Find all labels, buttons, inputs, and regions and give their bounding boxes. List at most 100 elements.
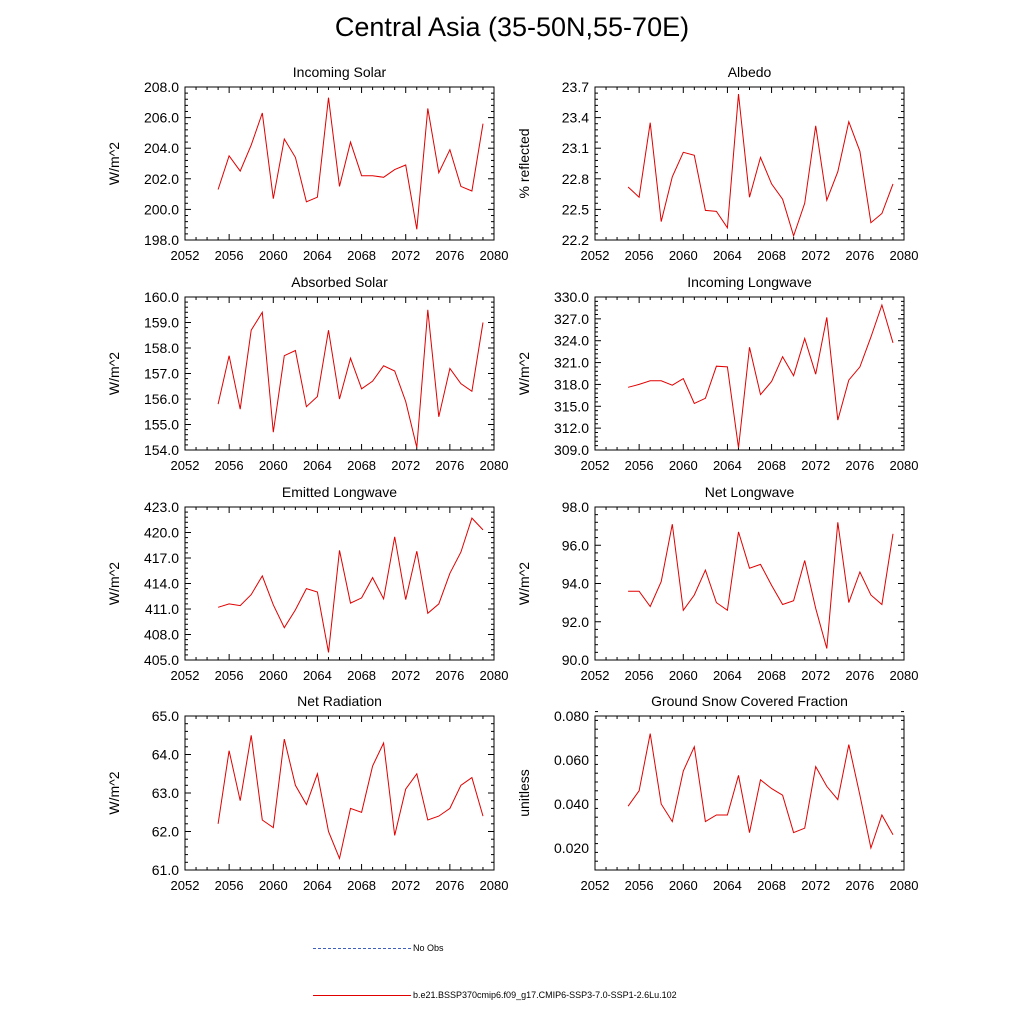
x-tick-label: 2052 bbox=[581, 248, 610, 263]
x-tick-label: 2072 bbox=[801, 458, 830, 473]
y-axis-label: W/m^2 bbox=[106, 352, 122, 395]
series-line bbox=[217, 97, 484, 230]
y-tick-label: 90.0 bbox=[562, 652, 589, 668]
x-tick-label: 2080 bbox=[890, 668, 919, 683]
x-tick-label: 2052 bbox=[581, 878, 610, 893]
y-tick-label: 309.0 bbox=[554, 442, 589, 458]
y-tick-label: 159.0 bbox=[144, 315, 179, 331]
y-tick-label: 64.0 bbox=[152, 747, 179, 763]
x-tick-label: 2068 bbox=[757, 668, 786, 683]
panel-title: Net Longwave bbox=[705, 484, 795, 500]
plot-frame bbox=[594, 506, 905, 661]
y-axis-label: W/m^2 bbox=[516, 562, 532, 605]
y-tick-label: 65.0 bbox=[152, 708, 179, 724]
y-axis-label: W/m^2 bbox=[106, 771, 122, 814]
y-tick-label: 198.0 bbox=[144, 232, 179, 248]
panel-title: Incoming Solar bbox=[293, 64, 387, 80]
x-tick-label: 2068 bbox=[347, 668, 376, 683]
x-tick-label: 2068 bbox=[347, 878, 376, 893]
y-tick-label: 158.0 bbox=[144, 340, 179, 356]
y-tick-label: 157.0 bbox=[144, 366, 179, 382]
x-tick-label: 2068 bbox=[757, 248, 786, 263]
x-tick-label: 2068 bbox=[347, 458, 376, 473]
y-tick-label: 202.0 bbox=[144, 171, 179, 187]
x-tick-label: 2060 bbox=[669, 668, 698, 683]
x-tick-label: 2052 bbox=[171, 458, 200, 473]
y-tick-label: 155.0 bbox=[144, 417, 179, 433]
chart-panel: Ground Snow Covered Fraction unitless 2052… bbox=[516, 693, 918, 893]
x-tick-label: 2052 bbox=[171, 668, 200, 683]
x-tick-label: 2052 bbox=[581, 458, 610, 473]
y-tick-label: 405.0 bbox=[144, 652, 179, 668]
plot-frame bbox=[184, 86, 495, 241]
y-tick-label: 63.0 bbox=[152, 785, 179, 801]
y-tick-label: 327.0 bbox=[554, 311, 589, 327]
y-axis-label: % reflected bbox=[516, 128, 532, 198]
series-line bbox=[627, 94, 894, 238]
x-tick-label: 2060 bbox=[669, 878, 698, 893]
series-line bbox=[217, 517, 484, 653]
x-tick-label: 2076 bbox=[435, 668, 464, 683]
chart-panel: Net Radiation W/m^2 2052 2056 2060 2064 2068 20… bbox=[106, 693, 508, 893]
plot-frame bbox=[594, 715, 905, 871]
x-tick-label: 2080 bbox=[890, 248, 919, 263]
x-tick-label: 2064 bbox=[713, 458, 742, 473]
x-tick-label: 2056 bbox=[625, 668, 654, 683]
x-tick-label: 2056 bbox=[215, 878, 244, 893]
y-tick-label: 156.0 bbox=[144, 391, 179, 407]
y-tick-label: 206.0 bbox=[144, 110, 179, 126]
y-tick-label: 204.0 bbox=[144, 140, 179, 156]
x-tick-label: 2072 bbox=[391, 668, 420, 683]
series-line bbox=[217, 309, 484, 448]
y-tick-label: 420.0 bbox=[144, 525, 179, 541]
x-tick-label: 2076 bbox=[845, 248, 874, 263]
x-tick-label: 2064 bbox=[303, 458, 332, 473]
series-line bbox=[627, 733, 894, 850]
y-tick-label: 62.0 bbox=[152, 824, 179, 840]
y-axis-label: W/m^2 bbox=[106, 562, 122, 605]
y-tick-label: 330.0 bbox=[554, 289, 589, 305]
panel-title: Ground Snow Covered Fraction bbox=[651, 693, 848, 709]
y-tick-label: 200.0 bbox=[144, 201, 179, 217]
y-tick-label: 92.0 bbox=[562, 614, 589, 630]
x-tick-label: 2068 bbox=[757, 458, 786, 473]
x-tick-label: 2064 bbox=[713, 248, 742, 263]
y-tick-label: 318.0 bbox=[554, 376, 589, 392]
y-tick-label: 23.7 bbox=[562, 79, 589, 95]
x-tick-label: 2056 bbox=[215, 458, 244, 473]
panel-title: Albedo bbox=[728, 64, 772, 80]
plot-frame bbox=[184, 506, 495, 661]
x-tick-label: 2056 bbox=[215, 248, 244, 263]
y-tick-label: 96.0 bbox=[562, 537, 589, 553]
y-tick-label: 22.8 bbox=[562, 171, 589, 187]
chart-panel: Net Longwave W/m^2 2052 2056 2060 2064 2068 207… bbox=[516, 484, 918, 683]
x-tick-label: 2060 bbox=[669, 248, 698, 263]
x-tick-label: 2080 bbox=[480, 878, 509, 893]
panel-title: Net Radiation bbox=[297, 693, 382, 709]
x-tick-label: 2060 bbox=[259, 878, 288, 893]
x-tick-label: 2076 bbox=[845, 458, 874, 473]
x-tick-label: 2064 bbox=[303, 248, 332, 263]
chart-panel: Absorbed Solar W/m^2 2052 2056 2060 2064 2068 2… bbox=[106, 274, 508, 473]
y-tick-label: 0.020 bbox=[554, 840, 589, 856]
y-tick-label: 0.040 bbox=[554, 796, 589, 812]
x-tick-label: 2056 bbox=[215, 668, 244, 683]
x-tick-label: 2076 bbox=[435, 458, 464, 473]
y-tick-label: 315.0 bbox=[554, 398, 589, 414]
x-tick-label: 2064 bbox=[713, 668, 742, 683]
y-tick-label: 22.5 bbox=[562, 201, 589, 217]
x-tick-label: 2080 bbox=[480, 458, 509, 473]
x-tick-label: 2064 bbox=[303, 668, 332, 683]
panel-title: Incoming Longwave bbox=[687, 274, 812, 290]
x-tick-label: 2060 bbox=[259, 458, 288, 473]
y-tick-label: 324.0 bbox=[554, 333, 589, 349]
y-tick-label: 0.080 bbox=[554, 708, 589, 724]
x-tick-label: 2072 bbox=[801, 878, 830, 893]
x-tick-label: 2072 bbox=[391, 458, 420, 473]
x-tick-label: 2072 bbox=[391, 248, 420, 263]
x-tick-label: 2052 bbox=[171, 248, 200, 263]
x-tick-label: 2080 bbox=[890, 458, 919, 473]
x-tick-label: 2064 bbox=[303, 878, 332, 893]
y-tick-label: 312.0 bbox=[554, 420, 589, 436]
series-line bbox=[628, 522, 894, 649]
